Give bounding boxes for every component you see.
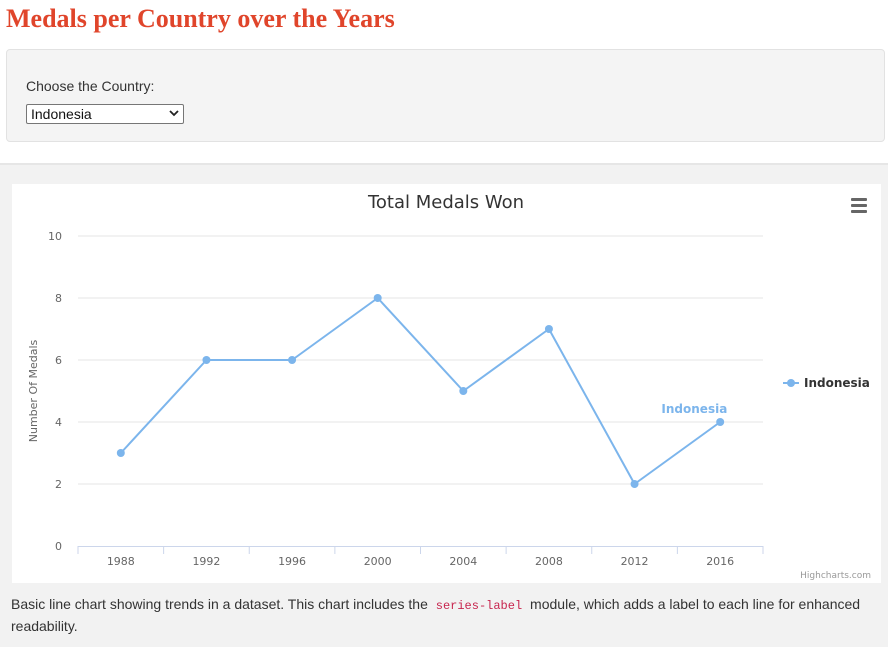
data-point	[716, 418, 725, 426]
description-text-after: module, which adds a label to each line …	[11, 596, 861, 634]
y-tick-label: 2	[55, 478, 62, 491]
chart-title: Total Medals Won	[367, 192, 524, 213]
section-divider	[0, 163, 888, 165]
hamburger-menu-icon[interactable]	[851, 198, 869, 213]
y-tick-label: 4	[55, 416, 62, 429]
data-point	[288, 356, 297, 364]
chart-container: 0 2 4 6 8 10 1988 1992 1996 2000 2004 2008 2012 2016 …	[12, 184, 881, 583]
series-line-0	[120, 297, 721, 485]
chart-description: Basic line chart showing trends in a dat…	[11, 594, 871, 636]
legend-item-label[interactable]: Indonesia	[804, 376, 870, 390]
country-control-panel: Choose the Country: Indonesia	[6, 49, 885, 142]
x-tick-label: 2012	[621, 555, 649, 568]
x-tick-label: 2004	[449, 555, 477, 568]
data-point	[459, 387, 468, 395]
axes: 0 2 4 6 8 10 1988 1992 1996 2000 2004 2008 2012 2016	[48, 230, 764, 568]
series-layer	[116, 294, 725, 488]
description-code: series-label	[431, 597, 527, 615]
page-title: Medals per Country over the Years	[6, 4, 395, 33]
credits-link[interactable]: Highcharts.com	[800, 571, 871, 581]
y-tick-label: 6	[55, 354, 62, 367]
legend-symbol-marker	[787, 379, 795, 387]
grid-lines	[78, 235, 763, 485]
data-point	[544, 325, 553, 333]
description-text-before: Basic line chart showing trends in a dat…	[11, 596, 432, 612]
x-tick-label: 2000	[364, 555, 392, 568]
y-tick-label: 8	[55, 292, 62, 305]
x-tick-label: 2008	[535, 555, 563, 568]
data-point	[202, 356, 211, 364]
y-axis-title: Number Of Medals	[27, 339, 40, 442]
country-select-label: Choose the Country:	[26, 78, 155, 94]
x-tick-label: 1996	[278, 555, 306, 568]
data-point	[630, 480, 639, 488]
series-label: Indonesia	[661, 402, 727, 416]
country-select[interactable]: Indonesia	[26, 104, 184, 124]
x-tick-label: 1988	[107, 555, 135, 568]
x-tick-label: 2016	[706, 555, 734, 568]
labels: Total Medals Won Number Of Medals Indonesi…	[27, 192, 871, 581]
chevron-down-icon	[169, 110, 179, 117]
data-point	[373, 294, 382, 302]
y-tick-label: 0	[55, 540, 62, 553]
country-select-value: Indonesia	[31, 106, 92, 122]
y-tick-label: 10	[48, 230, 62, 243]
x-tick-label: 1992	[192, 555, 220, 568]
data-point	[116, 449, 125, 457]
